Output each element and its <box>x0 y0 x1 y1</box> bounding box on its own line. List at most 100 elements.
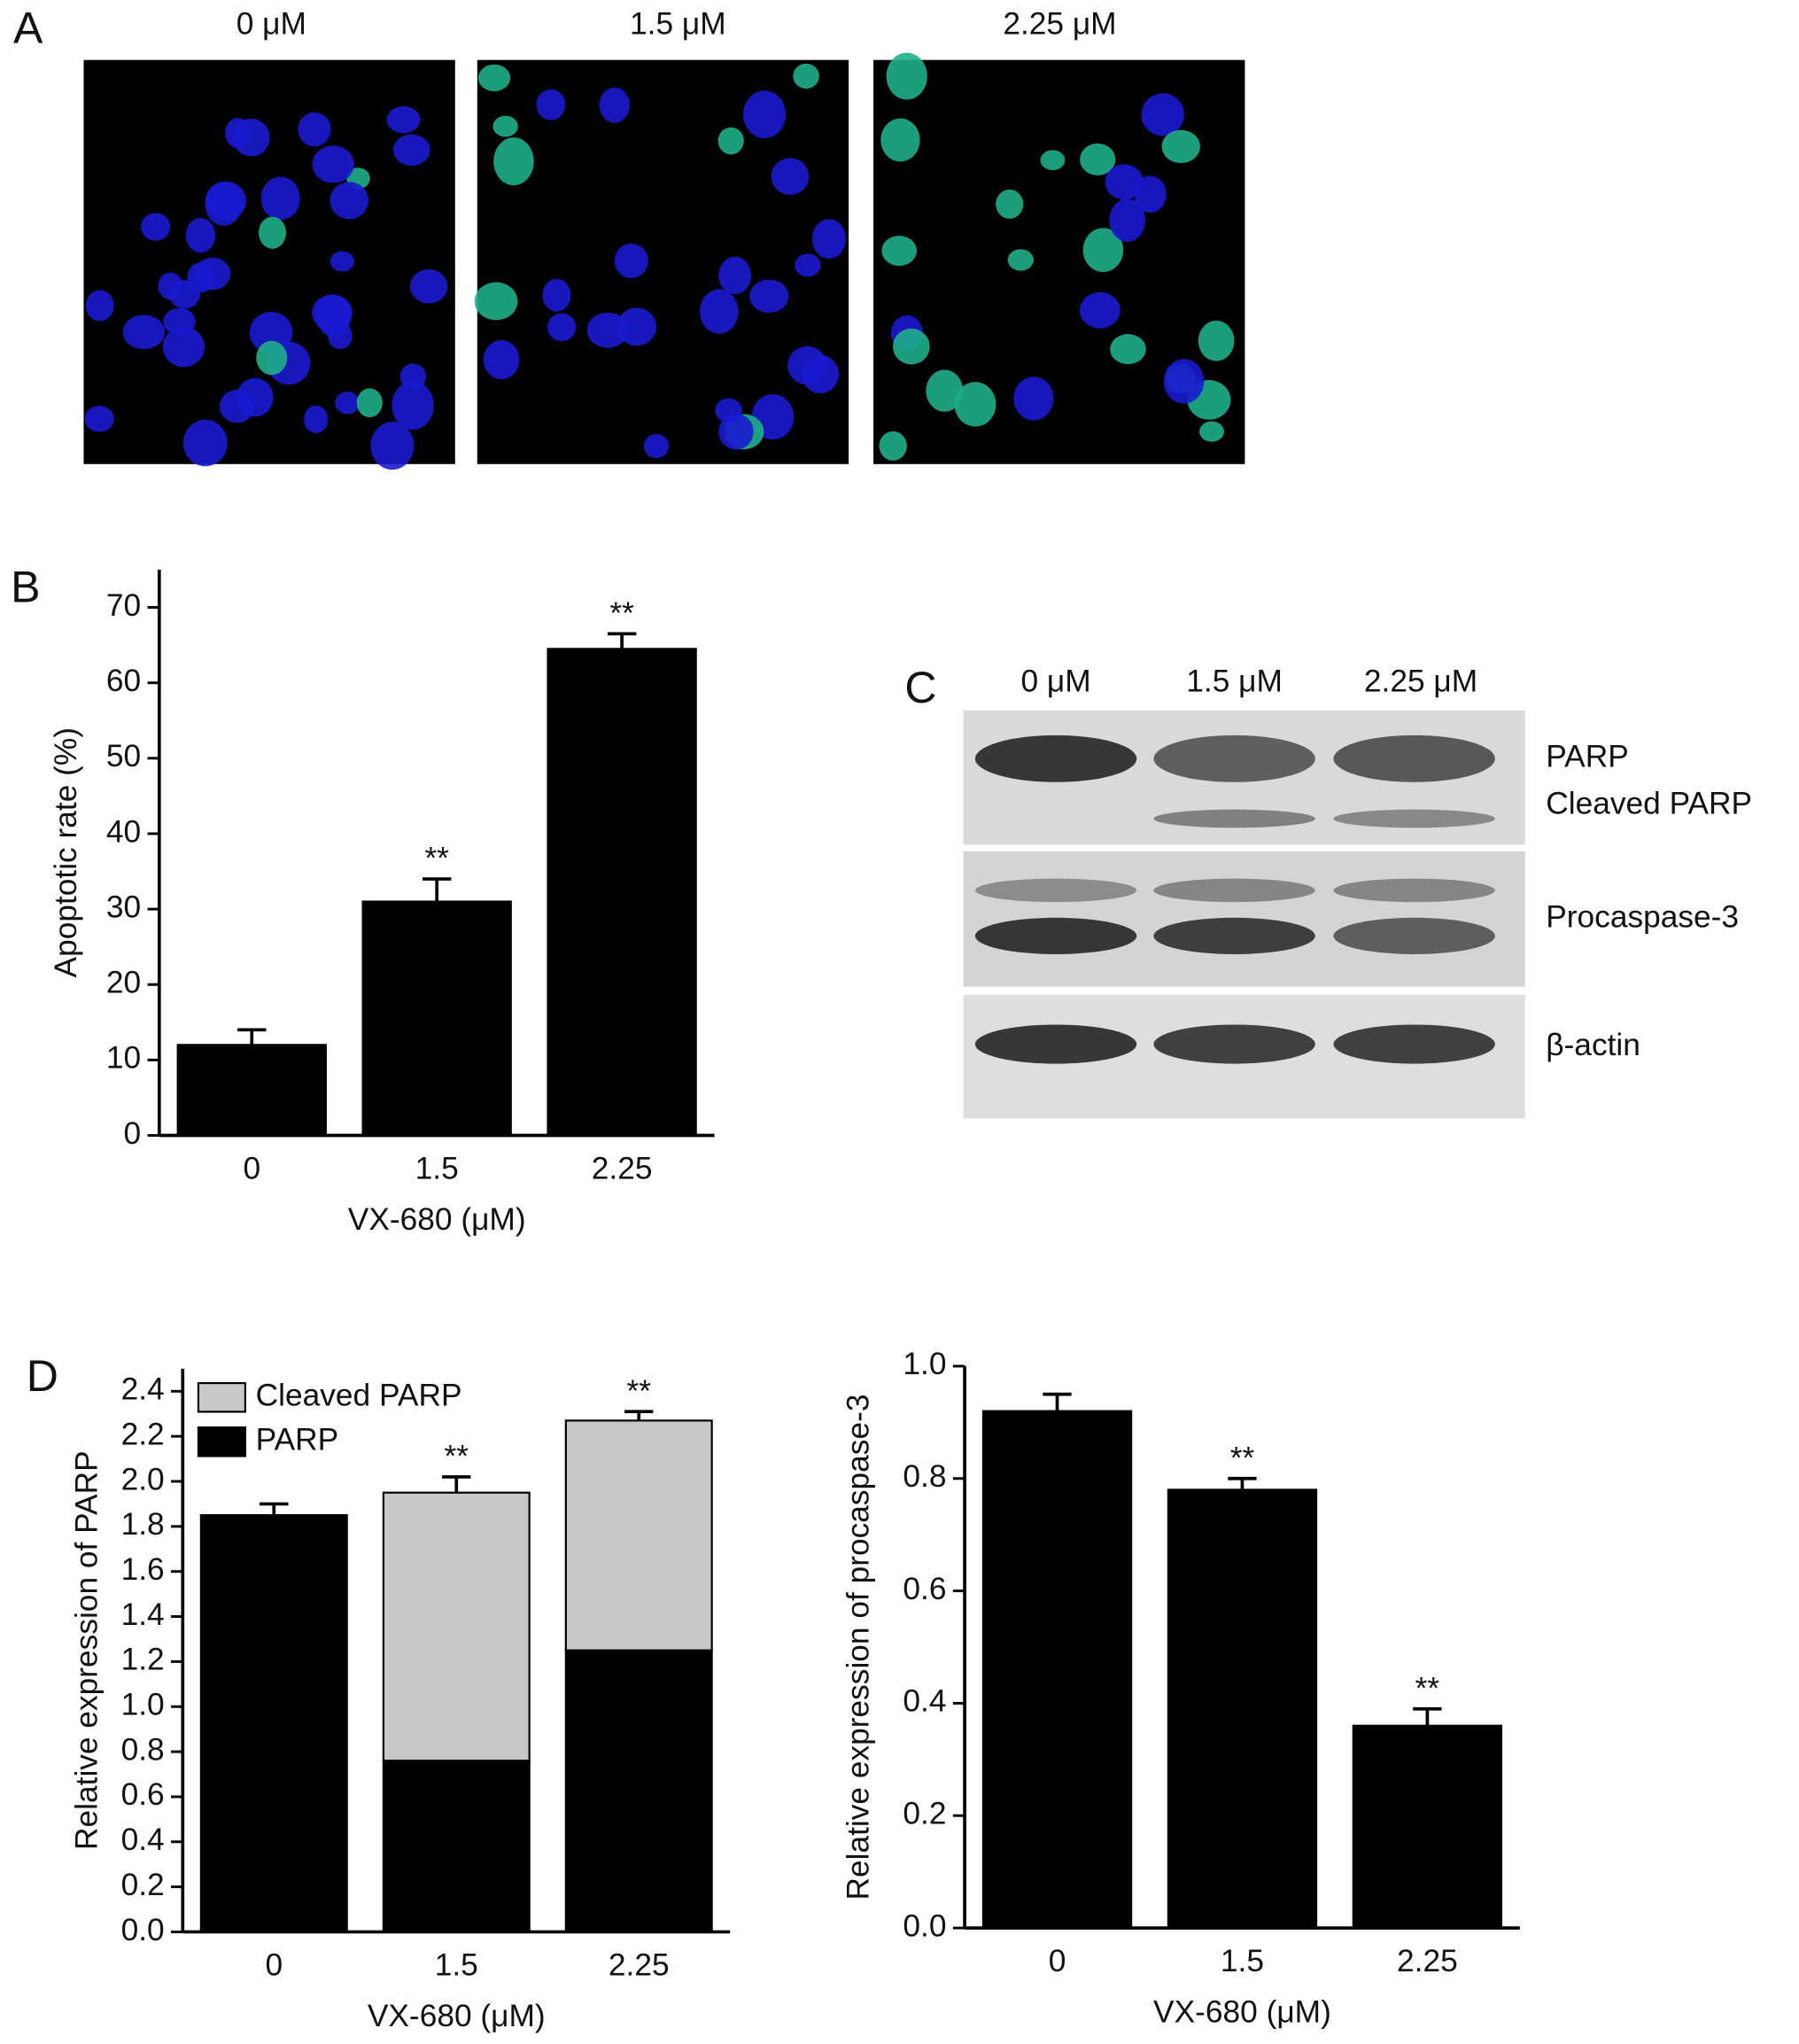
nucleus <box>1163 359 1205 404</box>
y-tick-label: 60 <box>106 664 141 698</box>
nucleus <box>182 419 228 467</box>
nucleus <box>1109 198 1146 242</box>
nucleus <box>811 219 846 260</box>
nucleus <box>304 405 329 434</box>
nucleus <box>493 137 534 186</box>
x-axis-label: VX-680 (μM) <box>1153 1994 1331 2029</box>
nucleus <box>187 262 215 293</box>
y-tick-label: 0.2 <box>121 1868 165 1902</box>
nucleus <box>996 189 1024 219</box>
nucleus <box>802 354 840 394</box>
blot-band <box>974 1024 1137 1064</box>
nucleus <box>315 294 352 337</box>
nucleus <box>330 251 354 272</box>
x-tick-label: 1.5 <box>435 1948 478 1983</box>
x-tick-label: 1.5 <box>415 1152 459 1186</box>
bar <box>176 1044 327 1137</box>
nucleus <box>547 313 577 342</box>
nucleus <box>771 158 810 195</box>
nucleus <box>474 282 518 321</box>
nucleus <box>158 272 183 300</box>
error-bar <box>624 1410 654 1421</box>
lane-label: 1.5 μM <box>1186 664 1283 698</box>
nucleus <box>1161 129 1200 164</box>
nucleus <box>205 182 243 226</box>
x-tick-label: 2.25 <box>592 1152 653 1186</box>
nucleus <box>258 216 287 249</box>
y-tick-label: 50 <box>106 739 141 773</box>
lane-label: 2.25 μM <box>1364 664 1477 698</box>
nucleus <box>700 289 739 334</box>
nucleus <box>749 279 789 314</box>
nucleus <box>879 431 907 461</box>
bar <box>361 900 512 1137</box>
nucleus <box>84 406 114 432</box>
y-tick-label: 0.6 <box>903 1572 946 1606</box>
error-bar <box>607 632 637 649</box>
nucleus <box>392 381 434 430</box>
error-bar <box>260 1502 289 1516</box>
nucleus <box>163 307 196 336</box>
x-tick-label: 0 <box>1049 1944 1066 1978</box>
panel-label: D <box>27 1351 58 1401</box>
bar <box>1167 1488 1318 1930</box>
panel-label: B <box>11 563 40 612</box>
x-tick-label: 0 <box>243 1152 260 1186</box>
nucleus <box>1040 150 1066 171</box>
y-tick-label: 0 <box>124 1116 142 1151</box>
image-label: 1.5 μM <box>630 7 726 42</box>
nucleus <box>249 311 293 354</box>
y-tick-label: 70 <box>106 588 141 623</box>
significance: ** <box>424 842 449 876</box>
significance: ** <box>1415 1671 1440 1706</box>
blot-band <box>1333 734 1495 782</box>
y-tick-label: 0.2 <box>903 1797 946 1831</box>
x-axis-label: VX-680 (μM) <box>348 1202 526 1237</box>
blot-band <box>1333 878 1495 903</box>
nucleus <box>256 340 288 376</box>
nucleus <box>1198 320 1235 361</box>
y-tick-label: 0.0 <box>903 1908 946 1943</box>
bar <box>199 1514 348 1933</box>
legend-label: PARP <box>256 1423 339 1457</box>
nucleus <box>643 433 670 459</box>
error-bar <box>423 877 452 902</box>
nucleus <box>599 87 631 123</box>
x-axis-label: VX-680 (μM) <box>368 1999 546 2033</box>
bar <box>564 1419 713 1652</box>
x-tick-label: 1.5 <box>1221 1944 1264 1978</box>
nucleus <box>1199 421 1224 442</box>
protein-label: Procaspase-3 <box>1546 900 1739 935</box>
protein-label: β-actin <box>1546 1028 1640 1062</box>
nucleus <box>793 63 819 89</box>
nucleus <box>954 382 996 427</box>
error-bar <box>1228 1476 1257 1490</box>
nucleus <box>409 268 448 304</box>
nucleus <box>141 213 171 241</box>
y-tick-label: 2.4 <box>121 1372 165 1407</box>
y-tick-label: 40 <box>106 814 141 849</box>
nucleus <box>542 278 571 312</box>
y-axis-label: Apoptotic rate (%) <box>49 727 83 977</box>
nucleus <box>536 89 566 120</box>
nucleus <box>122 315 166 350</box>
bar <box>981 1410 1133 1930</box>
nucleus <box>219 389 255 424</box>
image-label: 0 μM <box>237 7 306 42</box>
x-tick-label: 2.25 <box>1397 1944 1458 1978</box>
nucleus <box>335 392 361 415</box>
protein-label: Cleaved PARP <box>1546 787 1752 821</box>
nucleus <box>232 119 270 157</box>
y-tick-label: 0.4 <box>903 1684 946 1719</box>
y-tick-label: 0.0 <box>121 1913 165 1947</box>
blot-band <box>1153 734 1315 782</box>
error-bar <box>1043 1392 1072 1411</box>
nucleus <box>162 326 205 368</box>
nucleus <box>392 134 430 167</box>
nucleus <box>717 127 744 155</box>
y-tick-label: 20 <box>106 966 141 1000</box>
x-tick-label: 2.25 <box>609 1948 670 1983</box>
lane-label: 0 μM <box>1020 664 1090 698</box>
nucleus <box>85 290 114 322</box>
image-label: 2.25 μM <box>1003 7 1116 42</box>
